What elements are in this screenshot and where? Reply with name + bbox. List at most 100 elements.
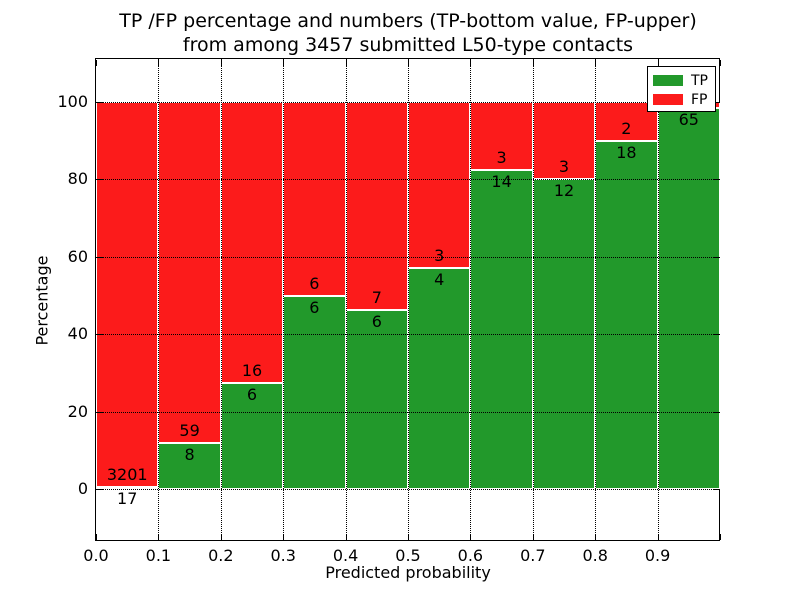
legend-label-fp: FP [691,91,708,108]
x-tick-label-0.0: 0.0 [83,546,109,565]
gridline-vertical-0.1 [158,59,160,541]
x-tick-top [408,60,409,66]
y-tick-right [713,179,719,181]
bar-value-fp-0.8-0.9: 2 [621,118,632,138]
y-tick-left [97,179,103,181]
x-tick-top [283,60,285,66]
gridline-vertical-0.6 [470,59,472,541]
legend: TP FP [647,66,716,112]
bar-segment-fp-0.4-0.5 [345,102,408,311]
x-tick-top [158,60,160,66]
bar-value-tp-0.9-1.0: 65 [678,109,699,129]
x-tick-bottom [158,534,160,540]
bar-segment-tp-0.3-0.4 [283,295,346,489]
legend-label-tp: TP [691,72,708,89]
bar-value-fp-0.3-0.4: 6 [309,273,320,293]
y-tick-label-100: 100 [57,92,88,111]
x-tick-top [470,60,472,66]
gridline-vertical-0.7 [532,59,534,541]
x-tick-top [595,60,597,66]
x-tick-label-0.7: 0.7 [520,546,546,565]
gridline-vertical-0.5 [408,59,409,541]
x-tick-bottom [595,534,597,540]
y-tick-left [97,256,103,258]
y-tick-label-20: 20 [67,401,88,421]
bar-value-fp-0.6-0.7: 3 [496,148,507,168]
y-tick-left [97,411,103,413]
bar-value-tp-0.4-0.5: 6 [371,312,382,332]
bar-value-tp-0.5-0.6: 4 [434,269,445,289]
y-tick-left [97,489,103,490]
y-tick-label-60: 60 [67,246,88,266]
chart-title-line1: TP /FP percentage and numbers (TP-bottom… [119,10,697,32]
bar-segment-tp-0.4-0.5 [345,310,408,489]
bar-value-fp-0.0-0.1: 3201 [106,464,148,484]
bar-segment-fp-0.2-0.3 [220,102,284,384]
x-tick-bottom [220,534,222,540]
bar-value-tp-0.8-0.9: 18 [616,142,637,162]
bar-segment-tp-0.6-0.7 [470,170,533,489]
x-tick-label-0.5: 0.5 [395,546,421,565]
y-tick-right [713,102,719,103]
legend-swatch-fp [653,94,683,105]
y-tick-left [97,102,103,103]
y-tick-right [713,334,719,336]
y-tick-label-80: 80 [67,169,88,189]
gridline-vertical-0.2 [220,59,222,541]
x-tick-label-0.8: 0.8 [582,546,608,565]
x-tick-label-0.2: 0.2 [208,546,234,565]
y-tick-label-0: 0 [77,479,88,498]
x-tick-top [657,60,659,66]
x-axis-label: Predicted probability [325,563,491,582]
bar-segment-fp-0.5-0.6 [408,102,471,268]
legend-item-tp: TP [653,71,715,90]
gridline-vertical-0.3 [283,59,285,541]
x-tick-top [96,60,97,66]
y-tick-left [97,334,103,336]
y-tick-right [713,256,719,258]
bar-segment-tp-0.8-0.9 [595,140,658,489]
bar-segment-tp-0.0-0.1 [96,486,159,489]
bar-value-tp-0.2-0.3: 6 [246,385,258,405]
bar-value-tp-0.6-0.7: 14 [491,172,512,192]
gridline-horizontal-80 [96,179,720,181]
bar-segment-tp-0.2-0.3 [220,383,284,489]
bar-segment-tp-0.5-0.6 [408,267,471,489]
bar-segment-tp-0.9-1.0 [657,107,720,489]
x-tick-bottom [657,534,659,540]
x-tick-bottom [96,534,97,540]
x-tick-top [220,60,222,66]
x-tick-label-0.4: 0.4 [332,546,359,565]
gridline-vertical-0.9 [657,59,659,541]
bar-segment-fp-0.3-0.4 [283,102,346,296]
y-tick-right [713,489,719,490]
x-tick-label-0.9: 0.9 [644,546,671,565]
bar-value-fp-0.2-0.3: 16 [241,361,263,381]
x-tick-label-0.1: 0.1 [145,546,172,565]
bar-value-fp-0.1-0.2: 59 [179,420,200,440]
gridline-horizontal-20 [96,411,720,413]
x-tick-top [720,60,721,66]
x-tick-bottom [532,534,534,540]
bar-value-fp-0.5-0.6: 3 [434,245,445,265]
x-tick-label-0.3: 0.3 [270,546,296,565]
y-axis-label: Percentage [32,255,52,346]
y-tick-label-40: 40 [67,324,88,344]
bar-segment-fp-0.1-0.2 [158,102,221,443]
gridline-vertical-0.8 [595,59,597,541]
x-tick-bottom [470,534,472,540]
gridline-horizontal-100 [96,102,720,103]
gridline-horizontal-60 [96,256,720,258]
x-tick-bottom [720,534,721,540]
bar-value-tp-0.1-0.2: 8 [184,444,195,464]
bar-segment-fp-0.0-0.1 [96,102,159,487]
y-tick-right [713,411,719,413]
legend-swatch-tp [653,75,683,86]
x-tick-top [532,60,534,66]
x-tick-top [345,60,347,66]
bar-value-tp-0.0-0.1: 17 [117,488,138,508]
bar-value-tp-0.3-0.4: 6 [309,297,320,317]
chart-title-line2: from among 3457 submitted L50-type conta… [182,34,634,56]
bar-segment-fp-0.6-0.7 [470,102,533,171]
